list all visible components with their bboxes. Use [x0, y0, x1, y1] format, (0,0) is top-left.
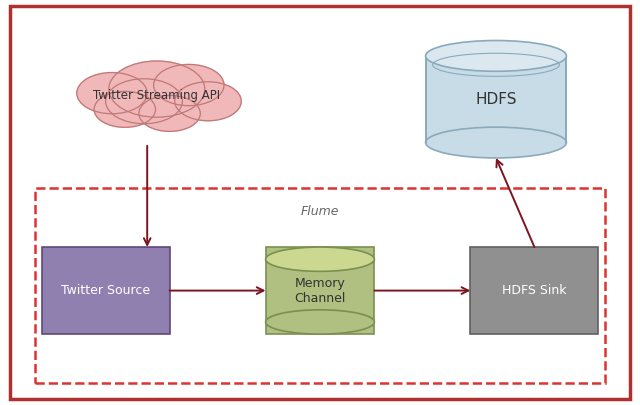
- Bar: [42, 247, 170, 334]
- Bar: [470, 247, 598, 334]
- Ellipse shape: [106, 79, 182, 124]
- Ellipse shape: [266, 310, 374, 334]
- Ellipse shape: [94, 92, 156, 127]
- Ellipse shape: [266, 247, 374, 271]
- Text: HDFS Sink: HDFS Sink: [502, 284, 566, 297]
- Bar: [266, 247, 374, 334]
- Bar: [35, 188, 605, 383]
- Ellipse shape: [426, 40, 566, 71]
- Text: Flume: Flume: [301, 205, 339, 217]
- Text: Twitter Source: Twitter Source: [61, 284, 150, 297]
- Text: HDFS: HDFS: [476, 92, 516, 107]
- Text: Memory
Channel: Memory Channel: [294, 277, 346, 305]
- Ellipse shape: [426, 127, 566, 158]
- Ellipse shape: [139, 96, 200, 131]
- Text: Twitter Streaming API: Twitter Streaming API: [93, 89, 220, 102]
- Ellipse shape: [154, 64, 224, 106]
- Ellipse shape: [175, 82, 241, 121]
- Ellipse shape: [109, 61, 205, 117]
- Polygon shape: [426, 56, 566, 143]
- Ellipse shape: [77, 72, 147, 114]
